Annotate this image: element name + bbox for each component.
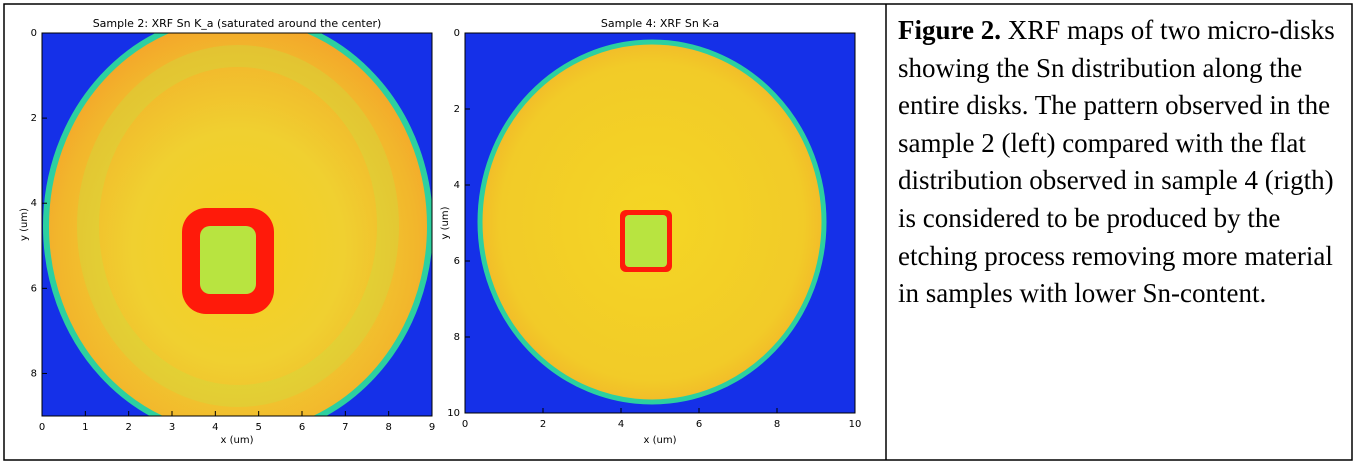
y-axis-label: y (um) xyxy=(440,206,451,239)
chart-title: Sample 2: XRF Sn K_a (saturated around t… xyxy=(93,17,382,30)
x-tick-label: 4 xyxy=(212,422,218,433)
axes-frame xyxy=(41,32,433,417)
y-tick-label: 4 xyxy=(31,198,37,209)
caption: Figure 2. XRF maps of two micro-disks sh… xyxy=(898,12,1346,313)
x-tick-label: 4 xyxy=(618,419,624,430)
x-tick-label: 6 xyxy=(696,419,702,430)
y-tick-label: 6 xyxy=(31,283,37,294)
y-tick-label: 0 xyxy=(31,28,37,39)
caption-text: XRF maps of two micro-disks showing the … xyxy=(898,15,1335,309)
chart-title: Sample 4: XRF Sn K-a xyxy=(601,17,719,30)
x-axis-label: x (um) xyxy=(644,435,677,446)
y-tick-label: 6 xyxy=(454,256,460,267)
axes-frame xyxy=(464,32,856,414)
heatmap-image xyxy=(465,33,855,413)
y-tick-label: 8 xyxy=(31,368,37,379)
x-tick-label: 2 xyxy=(125,422,131,433)
x-tick-label: 8 xyxy=(385,422,391,433)
x-tick-label: 9 xyxy=(429,422,435,433)
x-axis-label: x (um) xyxy=(221,435,254,446)
x-tick-label: 0 xyxy=(462,419,468,430)
x-tick-label: 3 xyxy=(169,422,175,433)
x-tick-label: 7 xyxy=(342,422,348,433)
x-tick-label: 1 xyxy=(82,422,88,433)
y-tick-label: 10 xyxy=(447,408,460,419)
y-tick-label: 2 xyxy=(454,104,460,115)
frame xyxy=(3,3,1353,461)
x-tick-label: 0 xyxy=(39,422,45,433)
y-tick-label: 2 xyxy=(31,113,37,124)
y-tick-label: 8 xyxy=(454,332,460,343)
heatmap-image xyxy=(42,33,432,416)
x-tick-label: 6 xyxy=(299,422,305,433)
x-tick-label: 5 xyxy=(255,422,261,433)
x-tick-label: 10 xyxy=(849,419,862,430)
y-tick-label: 4 xyxy=(454,180,460,191)
y-tick-label: 0 xyxy=(454,28,460,39)
x-tick-label: 8 xyxy=(774,419,780,430)
x-tick-label: 2 xyxy=(540,419,546,430)
caption-label: Figure 2. xyxy=(898,15,1001,45)
y-axis-label: y (um) xyxy=(19,208,30,241)
